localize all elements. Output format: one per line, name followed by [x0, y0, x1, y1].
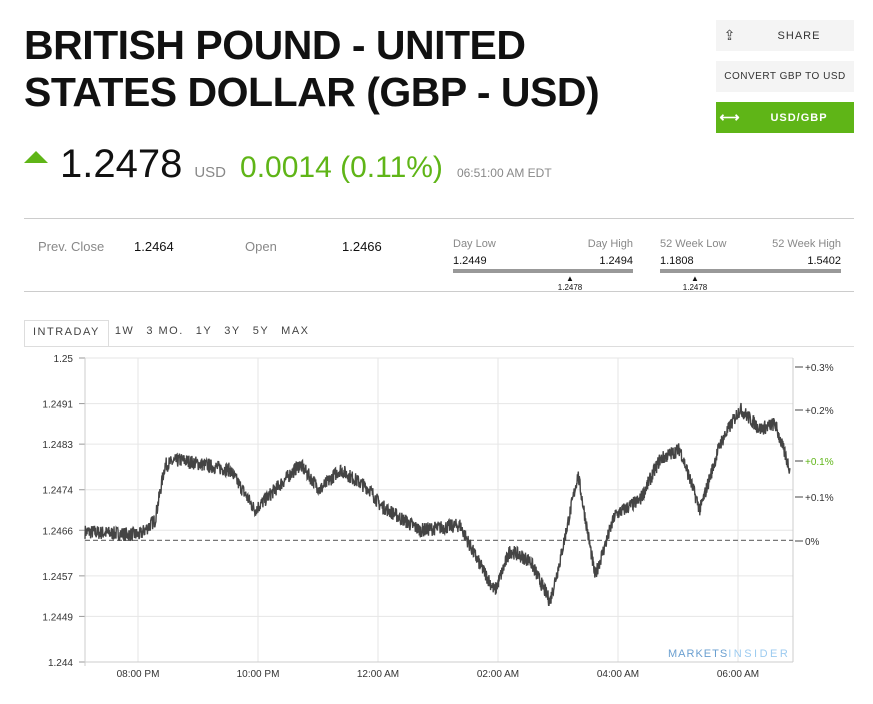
tab-1w[interactable]: 1W: [114, 325, 135, 337]
change: 0.0014 (0.11%): [240, 151, 443, 184]
y-tick-label: 1.2457: [42, 572, 73, 583]
day-range-bar: [453, 269, 633, 273]
divider: [24, 291, 854, 292]
52wk-low-value: 1.1808: [660, 255, 694, 267]
watermark: MARKETSINSIDER: [668, 648, 790, 660]
y-tick-label: 1.2449: [42, 612, 73, 623]
open-label: Open: [245, 239, 277, 254]
tab-5y[interactable]: 5Y: [252, 325, 270, 337]
52wk-high-value: 1.5402: [807, 255, 841, 267]
y-tick-label: 1.2491: [42, 400, 73, 411]
x-tick-label: 06:00 AM: [717, 669, 759, 680]
right-tick-label: 0%: [805, 537, 820, 548]
tab-max[interactable]: MAX: [281, 325, 310, 337]
y-tick-label: 1.2474: [42, 486, 73, 497]
52wk-range-bar: [660, 269, 841, 273]
page-title: British Pound - United States Dollar (GB…: [24, 22, 600, 115]
prev-close-label: Prev. Close: [38, 239, 105, 254]
swap-arrows-icon: ⟷: [719, 109, 741, 125]
x-tick-label: 08:00 PM: [117, 669, 160, 680]
right-tick-label: +0.1%: [805, 493, 834, 504]
tab-intraday[interactable]: INTRADAY: [24, 320, 109, 347]
quote: 1.2478 USD 0.0014 (0.11%) 06:51:00 AM ED…: [24, 142, 552, 187]
up-arrow-icon: [24, 151, 48, 163]
x-tick-label: 12:00 AM: [357, 669, 399, 680]
divider: [24, 346, 854, 347]
quote-time: 06:51:00 AM EDT: [456, 166, 552, 180]
divider: [24, 218, 854, 219]
52wk-range-marker: ▲ 1.2478: [682, 274, 708, 292]
y-tick-label: 1.25: [54, 354, 74, 365]
right-tick-label: +0.2%: [805, 406, 834, 417]
x-tick-label: 04:00 AM: [597, 669, 639, 680]
day-high-value: 1.2494: [599, 255, 633, 267]
52wk-high-label: 52 Week High: [772, 238, 841, 250]
convert-button[interactable]: CONVERT GBP TO USD: [716, 61, 854, 92]
tab-3mo[interactable]: 3 MO.: [146, 325, 184, 337]
open-value: 1.2466: [342, 239, 382, 254]
day-range-marker: ▲ 1.2478: [557, 274, 583, 292]
tab-3y[interactable]: 3Y: [224, 325, 241, 337]
prev-close-value: 1.2464: [134, 239, 174, 254]
right-tick-label: +0.1%: [805, 457, 834, 468]
y-tick-label: 1.2466: [42, 526, 73, 537]
right-tick-label: +0.3%: [805, 363, 834, 374]
price-line: [84, 402, 791, 606]
day-low-value: 1.2449: [453, 255, 487, 267]
range-tabs: INTRADAY 1W 3 MO. 1Y 3Y 5Y MAX: [24, 320, 316, 347]
tab-1y[interactable]: 1Y: [195, 325, 213, 337]
day-low-label: Day Low: [453, 238, 496, 250]
price: 1.2478: [60, 142, 183, 186]
share-icon: ⇪: [723, 27, 737, 43]
y-tick-label: 1.2483: [42, 440, 73, 451]
52wk-low-label: 52 Week Low: [660, 238, 727, 250]
x-tick-label: 02:00 AM: [477, 669, 519, 680]
usd-gbp-button[interactable]: ⟷ USD/GBP: [716, 102, 854, 133]
y-tick-label: 1.244: [48, 658, 73, 669]
share-button[interactable]: ⇪ SHARE: [716, 20, 854, 51]
day-high-label: Day High: [587, 238, 633, 250]
currency: USD: [194, 164, 227, 181]
x-tick-label: 10:00 PM: [237, 669, 280, 680]
